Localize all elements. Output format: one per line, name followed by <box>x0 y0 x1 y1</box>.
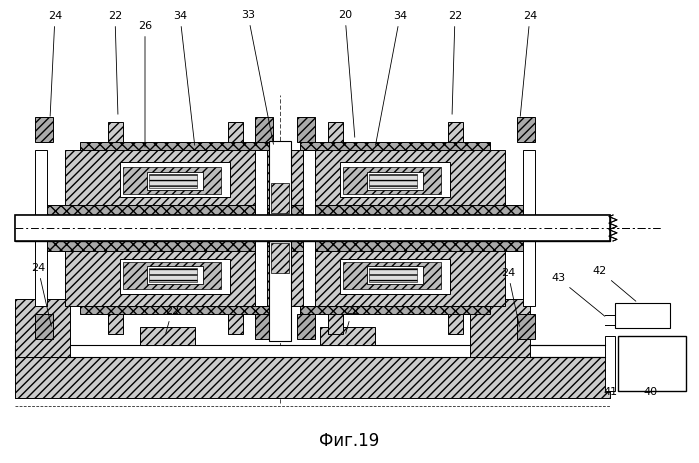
Bar <box>367 266 423 284</box>
Bar <box>369 268 417 282</box>
Bar <box>35 117 53 142</box>
Text: 24: 24 <box>48 11 62 116</box>
Text: 34: 34 <box>173 11 195 145</box>
Text: 22: 22 <box>165 306 179 333</box>
Bar <box>80 142 270 150</box>
Bar <box>369 174 417 188</box>
Bar <box>343 167 441 194</box>
Text: 43: 43 <box>551 273 605 316</box>
Bar <box>123 167 221 194</box>
Bar <box>15 215 610 241</box>
Bar <box>15 345 610 357</box>
Bar <box>320 327 375 345</box>
Bar <box>255 205 535 215</box>
Bar <box>255 117 273 142</box>
Bar <box>120 162 230 197</box>
Text: 22: 22 <box>108 11 122 114</box>
Text: 34: 34 <box>375 11 407 145</box>
Text: 33: 33 <box>241 10 273 144</box>
Bar <box>35 205 315 215</box>
Bar <box>149 174 197 188</box>
Bar <box>271 243 289 273</box>
Bar <box>228 122 243 142</box>
Bar <box>448 314 463 334</box>
Bar <box>297 314 315 339</box>
Bar <box>120 259 230 294</box>
Bar <box>123 262 221 289</box>
Text: 42: 42 <box>593 266 636 301</box>
Bar <box>303 241 315 306</box>
Bar <box>470 299 530 357</box>
Bar <box>255 150 267 215</box>
Bar <box>367 172 423 190</box>
Bar <box>108 314 123 334</box>
Bar <box>269 141 291 241</box>
Bar <box>269 241 291 341</box>
Bar <box>605 336 615 391</box>
Bar <box>35 314 53 339</box>
Bar <box>340 259 450 294</box>
Bar <box>340 162 450 197</box>
Bar <box>149 268 197 282</box>
Bar <box>108 122 123 142</box>
Bar <box>300 142 490 150</box>
Bar <box>285 150 505 205</box>
Bar <box>448 122 463 142</box>
Bar <box>517 314 535 339</box>
Bar <box>228 314 243 334</box>
Bar <box>303 150 315 215</box>
Bar <box>343 262 441 289</box>
Bar <box>255 314 273 339</box>
Text: 22: 22 <box>448 11 462 114</box>
Bar <box>523 241 535 306</box>
Bar <box>15 357 610 398</box>
Text: Фиг.19: Фиг.19 <box>319 432 379 450</box>
Bar <box>615 303 670 328</box>
Bar <box>65 150 285 205</box>
Text: 22: 22 <box>345 306 359 333</box>
Bar <box>618 336 686 391</box>
Bar <box>140 327 195 345</box>
Bar <box>147 266 203 284</box>
Text: 24: 24 <box>501 268 519 326</box>
Bar <box>285 251 505 306</box>
Bar <box>65 251 285 306</box>
Bar <box>35 241 47 306</box>
Bar <box>147 172 203 190</box>
Bar <box>80 306 270 314</box>
Bar <box>255 241 535 251</box>
Bar <box>35 241 315 251</box>
Bar <box>300 306 490 314</box>
Bar <box>35 150 47 215</box>
Text: 40: 40 <box>643 387 657 397</box>
Bar <box>15 215 610 241</box>
Text: 41: 41 <box>603 387 617 397</box>
Bar <box>15 299 70 357</box>
Text: 26: 26 <box>138 21 152 147</box>
Text: 24: 24 <box>31 263 52 326</box>
Bar <box>297 117 315 142</box>
Text: 20: 20 <box>338 10 355 137</box>
Text: 24: 24 <box>520 11 537 116</box>
Bar <box>271 183 289 213</box>
Bar <box>328 122 343 142</box>
Bar <box>328 314 343 334</box>
Bar <box>517 117 535 142</box>
Bar <box>255 241 267 306</box>
Bar <box>523 150 535 215</box>
